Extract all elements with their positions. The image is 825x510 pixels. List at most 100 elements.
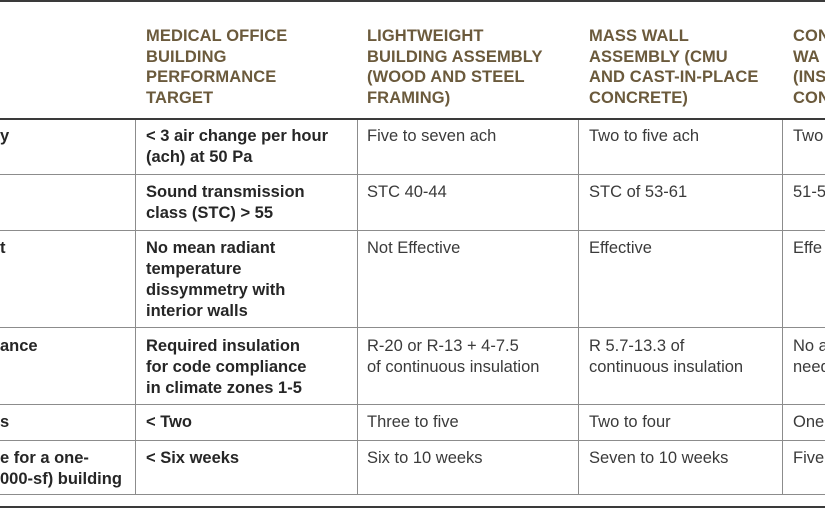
cell-line: Two to five ach [589,127,700,145]
col4-cell: No a need [793,336,825,378]
col4-cell: Five [793,448,824,469]
column-divider [135,120,136,494]
row-label: y [0,126,9,147]
cell-line: Two [793,127,824,145]
row-label-line: e for a one- [0,449,89,467]
lightweight-cell: Five to seven ach [367,126,496,147]
cell-line: in climate zones 1-5 [146,379,302,397]
header-line: BUILDING ASSEMBLY [367,47,543,66]
cell-line: No a [793,337,825,355]
header-line: MASS WALL [589,27,689,45]
cell-line: need [793,358,825,376]
cell-line: Effective [589,239,652,257]
mass-cell: Two to five ach [589,126,699,147]
column-divider [357,120,358,494]
target-cell: Sound transmission class (STC) > 55 [146,182,305,224]
cell-line: Required insulation [146,337,301,355]
header-line: CON [793,88,825,107]
lightweight-cell: Three to five [367,412,459,433]
cell-line: Three to five [367,413,459,431]
header-line: CONCRETE) [589,88,688,107]
target-cell: Required insulation for code compliance … [146,336,306,399]
cell-line: dissymmetry with [146,281,286,299]
mass-cell: Effective [589,238,652,259]
cell-line: STC 40-44 [367,183,447,201]
cell-line: R 5.7-13.3 of [589,337,685,355]
row-label-line: 000-sf) building [0,470,122,488]
row-divider [0,440,825,441]
cell-line: for code compliance [146,358,307,376]
col4-cell: One [793,412,824,433]
row-label-line: s [0,413,10,431]
lightweight-cell: R-20 or R-13 + 4-7.5 of continuous insul… [367,336,539,378]
header-bottom-rule [0,118,825,120]
header-line: TARGET [146,88,214,107]
row-divider [0,494,825,495]
row-label: t [0,238,6,259]
header-line: CON [793,27,825,45]
row-divider [0,230,825,231]
mass-cell: R 5.7-13.3 of continuous insulation [589,336,743,378]
header-line: LIGHTWEIGHT [367,27,484,45]
row-divider [0,174,825,175]
row-divider [0,327,825,328]
lightweight-cell: Not Effective [367,238,460,259]
header-line: PERFORMANCE [146,68,277,86]
cell-line: Sound transmission [146,183,305,201]
col4-cell: Two [793,126,823,147]
cell-line: (ach) at 50 Pa [146,148,253,166]
cell-line: One [793,413,825,431]
cell-line: Effe [793,239,823,257]
cell-line: 51-5 [793,183,825,201]
mass-cell: STC of 53-61 [589,182,687,203]
header-column-4: CON WA (INS CON [793,26,825,108]
row-label: ance [0,336,38,357]
table-bottom-rule [0,506,825,508]
target-cell: < 3 air change per hour (ach) at 50 Pa [146,126,328,168]
cell-line: temperature [146,260,242,278]
mass-cell: Two to four [589,412,671,433]
cell-line: < Six weeks [146,449,240,467]
col4-cell: 51-5 [793,182,825,203]
column-divider [578,120,579,494]
row-divider [0,404,825,405]
cell-line: Six to 10 weeks [367,449,483,467]
cell-line: Not Effective [367,239,461,257]
col4-cell: Effe [793,238,822,259]
target-cell: < Two [146,412,192,433]
cell-line: Seven to 10 weeks [589,449,729,467]
header-line: ASSEMBLY (CMU [589,47,728,66]
header-lightweight-assembly: LIGHTWEIGHT BUILDING ASSEMBLY (WOOD AND … [367,26,543,108]
header-line: AND CAST-IN-PLACE [589,68,759,86]
mass-cell: Seven to 10 weeks [589,448,728,469]
header-line: FRAMING) [367,88,451,107]
row-label: e for a one- 000-sf) building [0,448,122,490]
cell-line: No mean radiant [146,239,276,257]
header-line: WA [793,47,820,66]
row-label-line: t [0,239,6,257]
row-label-line: ance [0,337,38,355]
cell-line: interior walls [146,302,248,320]
lightweight-cell: STC 40-44 [367,182,447,203]
header-line: (WOOD AND STEEL [367,68,525,86]
cell-line: Five [793,449,825,467]
cell-line: R-20 or R-13 + 4-7.5 [367,337,519,355]
row-label-line: y [0,127,10,145]
cell-line: < 3 air change per hour [146,127,329,145]
cell-line: STC of 53-61 [589,183,688,201]
column-divider [782,120,783,494]
cell-line: of continuous insulation [367,358,540,376]
cell-line: Five to seven ach [367,127,497,145]
cell-line: Two to four [589,413,671,431]
cell-line: continuous insulation [589,358,744,376]
cell-line: class (STC) > 55 [146,204,274,222]
target-cell: < Six weeks [146,448,239,469]
header-line: (INS [793,68,825,86]
lightweight-cell: Six to 10 weeks [367,448,483,469]
header-line: BUILDING [146,47,227,66]
row-label: s [0,412,9,433]
cell-line: < Two [146,413,192,431]
header-performance-target: MEDICAL OFFICE BUILDING PERFORMANCE TARG… [146,26,287,108]
header-line: MEDICAL OFFICE [146,27,288,45]
